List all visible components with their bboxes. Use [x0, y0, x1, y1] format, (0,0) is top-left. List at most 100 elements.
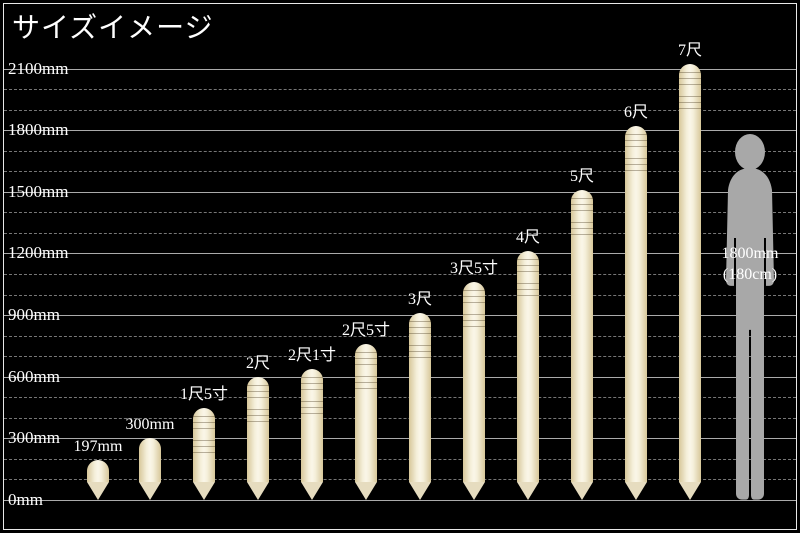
gridline-minor — [4, 274, 796, 275]
size-bar — [463, 282, 485, 500]
bar-groove — [193, 416, 215, 417]
bar-groove — [247, 391, 269, 392]
bar-groove — [463, 326, 485, 327]
bar-shaft — [193, 408, 215, 482]
size-bar — [139, 438, 161, 500]
bar-groove — [193, 422, 215, 423]
bar-label: 1尺5寸 — [180, 380, 228, 404]
bar-shaft — [571, 190, 593, 482]
gridline-major — [4, 69, 796, 70]
bar-groove — [193, 452, 215, 453]
bar-label: 6尺 — [624, 98, 648, 122]
bar-groove — [571, 204, 593, 205]
size-bar — [679, 64, 701, 500]
bar-groove — [571, 222, 593, 223]
gridline-minor — [4, 356, 796, 357]
bar-label: 300mm — [126, 416, 175, 434]
bar-groove — [625, 164, 647, 165]
bar-groove — [355, 388, 377, 389]
bar-groove — [247, 397, 269, 398]
size-bar — [247, 377, 269, 500]
gridline-major — [4, 253, 796, 254]
bar-groove — [193, 440, 215, 441]
bar-groove — [193, 446, 215, 447]
bar-groove — [517, 289, 539, 290]
bar-label: 3尺5寸 — [450, 254, 498, 278]
bar-groove — [517, 271, 539, 272]
bar-tip — [247, 482, 269, 500]
bar-groove — [355, 352, 377, 353]
bar-shaft — [139, 438, 161, 482]
size-bar — [625, 126, 647, 500]
y-axis-label: 1200mm — [8, 243, 68, 263]
bar-groove — [463, 302, 485, 303]
gridline-minor — [4, 459, 796, 460]
bar-groove — [625, 170, 647, 171]
gridline-minor — [4, 479, 796, 480]
gridline-minor — [4, 233, 796, 234]
bar-groove — [463, 320, 485, 321]
bar-shaft — [355, 344, 377, 482]
size-chart: 0mm300mm600mm900mm1200mm1500mm1800mm2100… — [0, 48, 800, 518]
bar-tip — [139, 482, 161, 500]
bar-groove — [571, 210, 593, 211]
size-bar — [571, 190, 593, 500]
y-axis-label: 1800mm — [8, 120, 68, 140]
bar-groove — [301, 401, 323, 402]
gridline-major — [4, 377, 796, 378]
bar-tip — [463, 482, 485, 500]
size-bar — [355, 344, 377, 500]
gridline-minor — [4, 212, 796, 213]
bar-tip — [517, 482, 539, 500]
gridline-minor — [4, 89, 796, 90]
bar-groove — [301, 383, 323, 384]
y-axis-label: 600mm — [8, 367, 60, 387]
bar-groove — [463, 296, 485, 297]
bar-groove — [679, 72, 701, 73]
bar-groove — [409, 321, 431, 322]
gridline-minor — [4, 418, 796, 419]
y-axis-label: 0mm — [8, 490, 43, 510]
y-axis-label: 300mm — [8, 428, 60, 448]
gridline-major — [4, 130, 796, 131]
bar-groove — [625, 146, 647, 147]
bar-groove — [625, 158, 647, 159]
gridline-minor — [4, 151, 796, 152]
size-bar — [87, 460, 109, 500]
person-silhouette — [714, 130, 786, 500]
bar-tip — [625, 482, 647, 500]
person-label-line1: 1800mm — [722, 245, 779, 262]
bar-groove — [679, 96, 701, 97]
bar-groove — [517, 295, 539, 296]
bar-groove — [355, 364, 377, 365]
bar-tip — [87, 482, 109, 500]
bar-groove — [517, 283, 539, 284]
gridline-minor — [4, 171, 796, 172]
bar-groove — [571, 234, 593, 235]
bar-groove — [301, 389, 323, 390]
bar-groove — [409, 351, 431, 352]
bar-groove — [625, 134, 647, 135]
bar-groove — [247, 409, 269, 410]
bar-groove — [301, 413, 323, 414]
bar-groove — [409, 333, 431, 334]
y-axis-label: 900mm — [8, 305, 60, 325]
bar-groove — [409, 345, 431, 346]
bar-groove — [571, 228, 593, 229]
size-bar — [409, 313, 431, 500]
bar-groove — [355, 376, 377, 377]
gridline-minor — [4, 110, 796, 111]
bar-label: 2尺5寸 — [342, 316, 390, 340]
gridline-major — [4, 192, 796, 193]
bar-tip — [193, 482, 215, 500]
gridline-minor — [4, 397, 796, 398]
gridline-major — [4, 438, 796, 439]
bar-shaft — [625, 126, 647, 482]
person-label: 1800mm(180cm) — [722, 244, 779, 286]
size-bar — [517, 251, 539, 500]
bar-label: 2尺1寸 — [288, 341, 336, 365]
bar-groove — [247, 415, 269, 416]
size-bar — [193, 408, 215, 500]
bar-groove — [517, 265, 539, 266]
bar-tip — [679, 482, 701, 500]
